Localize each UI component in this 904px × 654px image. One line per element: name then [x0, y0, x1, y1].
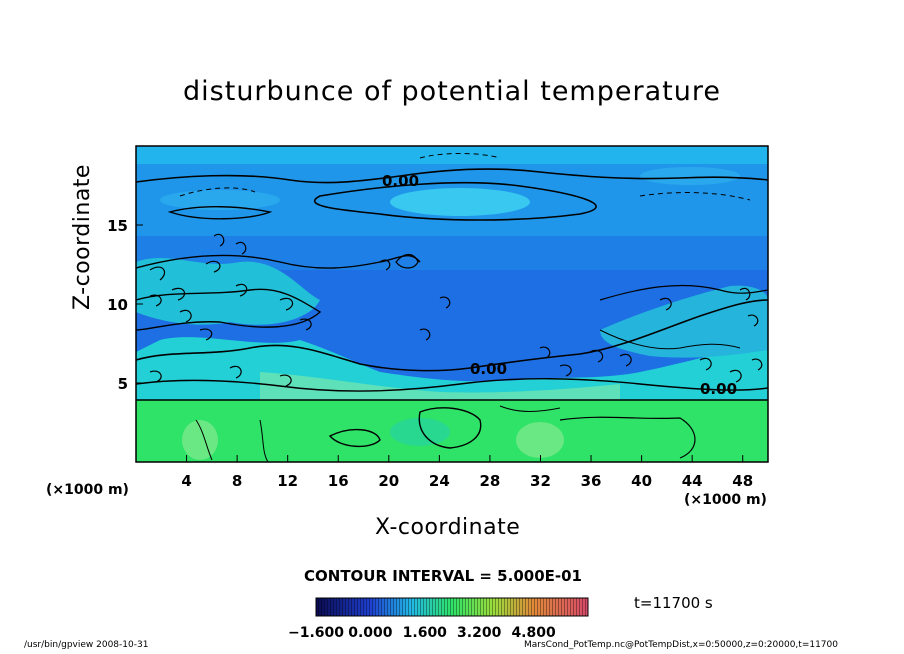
x-tick-label: 8	[232, 472, 242, 490]
x-tick-label: 40	[631, 472, 652, 490]
x-tick-label: 16	[328, 472, 349, 490]
x-tick-label: 48	[732, 472, 753, 490]
time-label: t=11700 s	[634, 594, 713, 612]
cyan-patch	[390, 188, 530, 216]
contour-line	[559, 416, 696, 459]
x-tick-label: 4	[181, 472, 191, 490]
colorbar-tick-label: 4.800	[511, 625, 556, 641]
blue-patch	[640, 167, 740, 185]
colorbar-tick-label: 3.200	[457, 625, 502, 641]
contour-line	[395, 253, 419, 269]
x-tick-label: 44	[682, 472, 703, 490]
blue-patch	[160, 190, 280, 210]
contour-line	[136, 378, 768, 392]
chart-title: disturbunce of potential temperature	[183, 76, 721, 107]
x-tick-label: 20	[378, 472, 399, 490]
contour-line	[499, 405, 561, 412]
contour-label: 0.00	[470, 360, 507, 378]
green-patch	[390, 418, 450, 446]
x-tick-label: 32	[530, 472, 551, 490]
dashed-contour	[639, 192, 751, 201]
contour-interval-text: CONTOUR INTERVAL = 5.000E-01	[304, 567, 582, 585]
contour-line	[136, 299, 768, 372]
contour-line	[418, 407, 482, 449]
contour-line	[259, 419, 269, 462]
colorbar-ticks: −1.600 0.000 1.600 3.200 4.800	[288, 625, 556, 641]
contour-line	[328, 429, 381, 447]
colorbar-tick-label: −1.600	[288, 625, 344, 641]
x-tick-label: 28	[479, 472, 500, 490]
colorbar-stripes	[316, 598, 588, 616]
colorbar-tick-label: 1.600	[403, 625, 448, 641]
green-patch	[260, 372, 620, 400]
contour-labels: 0.00 0.00 0.00	[382, 172, 737, 398]
colorbar-tick-label: 0.000	[348, 625, 393, 641]
top-strip	[136, 146, 768, 164]
footer-left: /usr/bin/gpview 2008-10-31	[24, 640, 149, 650]
heatmap-field	[136, 146, 768, 462]
y-tick-label: 5	[118, 375, 128, 393]
colorbar: −1.600 0.000 1.600 3.200 4.800	[288, 597, 589, 641]
y-axis: 5 10 15	[107, 217, 143, 393]
contour-line	[599, 329, 741, 350]
colorbar-frame	[315, 597, 589, 617]
contour-line	[167, 206, 273, 220]
contour-label: 0.00	[382, 172, 419, 190]
x-tick-label: 24	[429, 472, 450, 490]
x-unit-label-right: (×1000 m)	[684, 492, 767, 508]
cyan-patch	[136, 258, 320, 325]
green-patch	[516, 422, 564, 458]
green-patch	[182, 420, 218, 460]
contour-line	[599, 284, 768, 301]
contour-line	[136, 254, 421, 269]
footer-right: MarsCond_PotTemp.nc@PotTempDist,x=0:5000…	[524, 640, 838, 650]
x-tick-label: 36	[581, 472, 602, 490]
contour-line	[136, 168, 768, 184]
x-axis: 4 8 12 16 20 24 28 32 36 40 44 48	[181, 455, 753, 490]
contour-line	[313, 181, 597, 221]
lower-layer	[136, 400, 768, 462]
dashed-contour	[419, 153, 501, 159]
y-axis-label: Z-coordinate	[70, 164, 95, 310]
x-unit-label-left: (×1000 m)	[46, 482, 129, 498]
x-axis-label: X-coordinate	[375, 515, 521, 540]
contour-line	[149, 233, 763, 387]
contour-line	[195, 419, 213, 461]
contour-line	[136, 288, 322, 331]
contour-label: 0.00	[700, 380, 737, 398]
y-tick-label: 15	[107, 217, 128, 235]
x-tick-label: 12	[277, 472, 298, 490]
y-tick-label: 10	[107, 296, 128, 314]
